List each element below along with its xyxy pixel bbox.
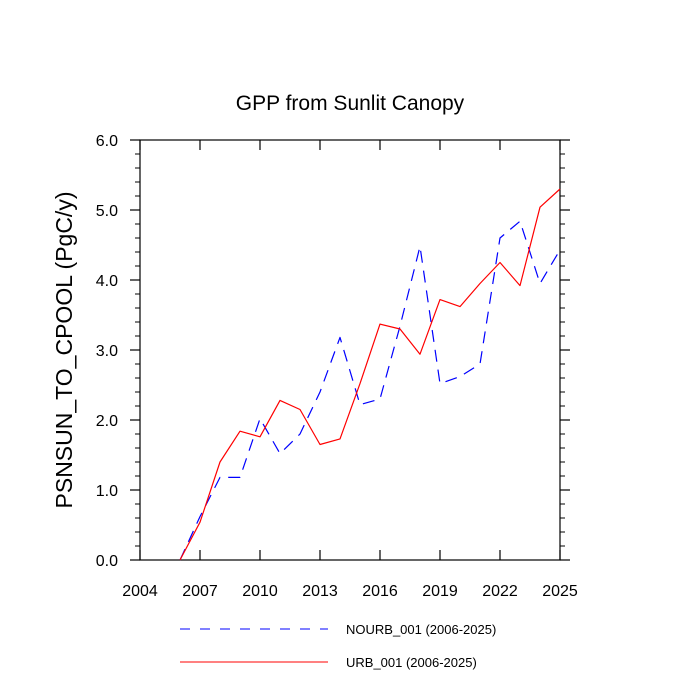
y-tick-label: 4.0 — [96, 273, 118, 290]
y-tick-label: 3.0 — [96, 343, 118, 360]
legend-label: NOURB_001 (2006-2025) — [346, 622, 496, 637]
series-line-urb-001 — [179, 188, 561, 561]
series-line-nourb-001 — [179, 220, 561, 561]
legend: NOURB_001 (2006-2025) URB_001 (2006-2025) — [180, 622, 496, 670]
x-tick-label: 2025 — [542, 583, 578, 600]
x-tick-label: 2010 — [242, 583, 278, 600]
x-axis-tick-labels: 2004 2007 2010 2013 2016 2019 2022 2025 — [122, 583, 578, 600]
x-tick-label: 2007 — [182, 583, 218, 600]
x-tick-label: 2019 — [422, 583, 458, 600]
y-tick-label: 6.0 — [96, 133, 118, 150]
x-tick-label: 2013 — [302, 583, 338, 600]
y-tick-label: 0.0 — [96, 553, 118, 570]
series-lines — [179, 188, 561, 561]
y-tick-label: 2.0 — [96, 413, 118, 430]
y-axis-label: PSNSUN_TO_CPOOL (PgC/y) — [51, 192, 77, 509]
x-tick-label: 2022 — [482, 583, 518, 600]
axis-ticks — [130, 139, 570, 561]
legend-label: URB_001 (2006-2025) — [346, 655, 477, 670]
x-tick-label: 2004 — [122, 583, 158, 600]
x-tick-label: 2016 — [362, 583, 398, 600]
y-axis-tick-labels: 0.0 1.0 2.0 3.0 4.0 5.0 6.0 — [96, 133, 118, 570]
plot-frame — [139, 139, 561, 561]
y-tick-label: 1.0 — [96, 483, 118, 500]
chart-title: GPP from Sunlit Canopy — [236, 92, 465, 115]
y-tick-label: 5.0 — [96, 203, 118, 220]
